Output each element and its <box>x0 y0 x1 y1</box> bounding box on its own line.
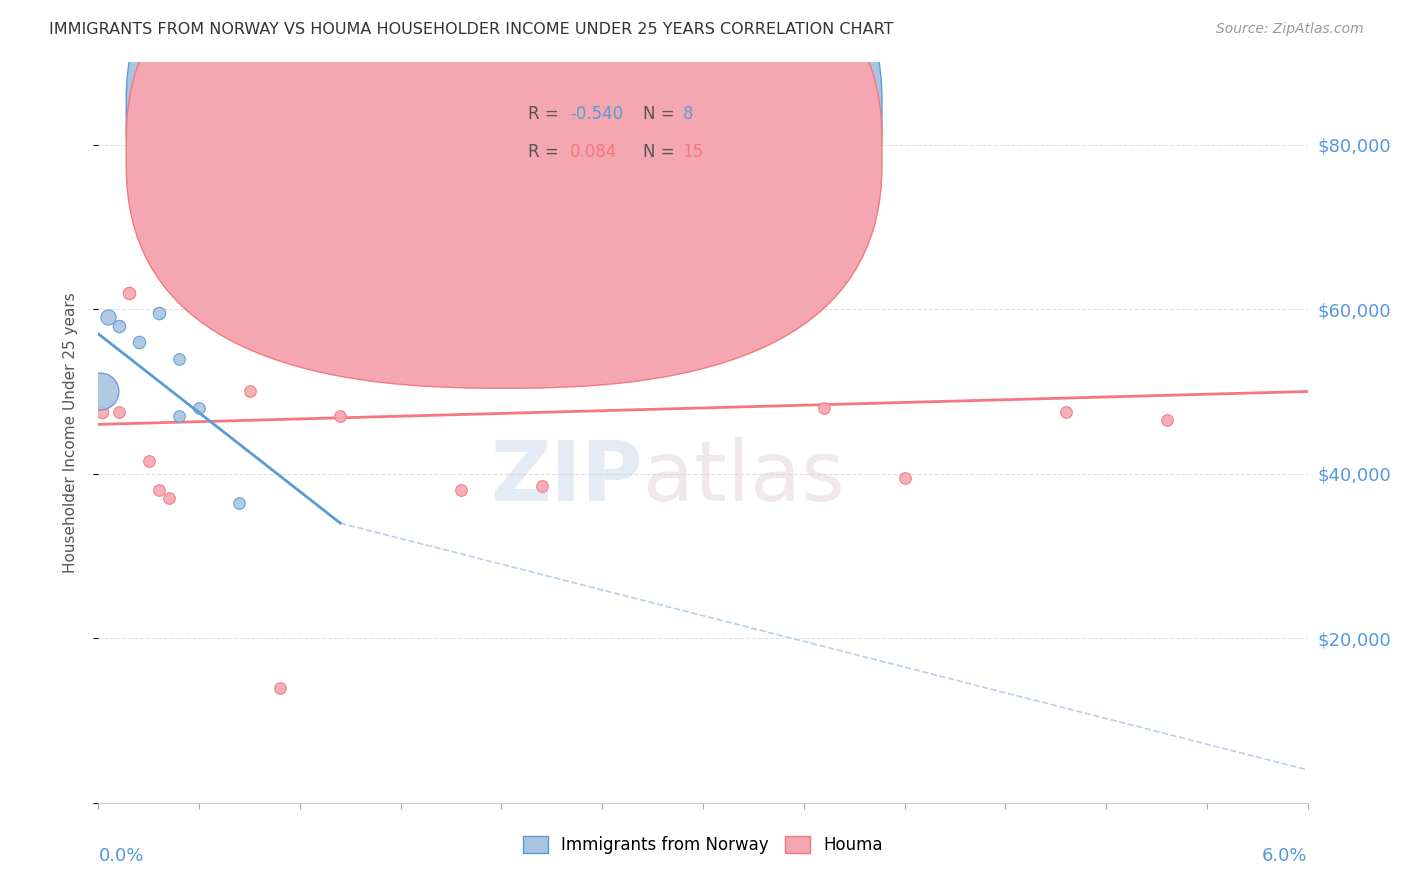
Point <box>269 681 291 695</box>
Point <box>752 154 775 169</box>
Text: 15: 15 <box>682 143 703 161</box>
Point <box>450 483 472 498</box>
Text: 0.084: 0.084 <box>569 143 617 161</box>
Point <box>893 471 915 485</box>
Point <box>148 483 170 498</box>
Point <box>128 335 150 350</box>
Point <box>813 401 835 415</box>
Point <box>107 405 129 419</box>
Point <box>167 351 190 366</box>
Point <box>188 401 211 415</box>
Point <box>228 495 250 509</box>
Text: 6.0%: 6.0% <box>1263 847 1308 865</box>
Text: R =: R = <box>527 143 569 161</box>
FancyBboxPatch shape <box>127 0 882 388</box>
Text: N =: N = <box>643 105 679 123</box>
FancyBboxPatch shape <box>479 88 740 178</box>
Text: 8: 8 <box>682 105 693 123</box>
Point <box>329 409 352 424</box>
Text: atlas: atlas <box>643 436 844 517</box>
Text: Source: ZipAtlas.com: Source: ZipAtlas.com <box>1216 22 1364 37</box>
Point <box>1156 413 1178 427</box>
Point <box>107 318 129 333</box>
Point <box>97 310 120 325</box>
Text: 0.0%: 0.0% <box>98 847 143 865</box>
Point <box>89 384 111 399</box>
Point <box>1054 405 1077 419</box>
Legend: Immigrants from Norway, Houma: Immigrants from Norway, Houma <box>516 830 890 861</box>
Text: IMMIGRANTS FROM NORWAY VS HOUMA HOUSEHOLDER INCOME UNDER 25 YEARS CORRELATION CH: IMMIGRANTS FROM NORWAY VS HOUMA HOUSEHOL… <box>49 22 894 37</box>
Text: N =: N = <box>643 143 679 161</box>
Point <box>148 306 170 320</box>
Point <box>530 479 553 493</box>
Point <box>157 491 180 506</box>
Point <box>138 454 160 468</box>
Point <box>167 236 190 251</box>
Point <box>91 405 114 419</box>
Point <box>239 384 262 399</box>
Text: R =: R = <box>527 105 564 123</box>
Point <box>167 409 190 424</box>
Text: -0.540: -0.540 <box>569 105 623 123</box>
Y-axis label: Householder Income Under 25 years: Householder Income Under 25 years <box>63 293 77 573</box>
Text: ZIP: ZIP <box>491 436 643 517</box>
Point <box>118 285 141 300</box>
FancyBboxPatch shape <box>127 0 882 350</box>
